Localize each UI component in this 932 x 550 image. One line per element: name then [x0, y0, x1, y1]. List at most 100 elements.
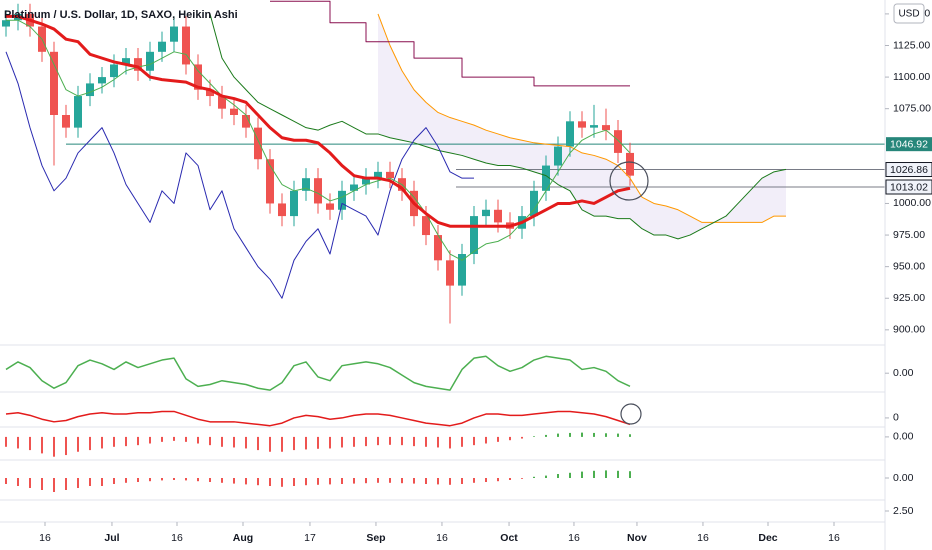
- histogram-bar: [473, 436, 475, 446]
- histogram-bar: [413, 436, 415, 447]
- candle-body: [170, 26, 178, 42]
- histogram-bar: [605, 470, 607, 478]
- histogram-bar: [437, 436, 439, 448]
- histogram-bar: [341, 436, 343, 448]
- indicator-line: [5, 410, 631, 427]
- histogram-bar: [593, 470, 595, 478]
- x-tick-label: 17: [304, 532, 316, 544]
- histogram-bar: [53, 478, 55, 492]
- histogram-bar: [365, 478, 367, 484]
- candle-body: [362, 178, 370, 185]
- candle-body: [482, 209, 490, 217]
- indicator-line: [377, 13, 786, 223]
- histogram-bar: [89, 436, 91, 451]
- histogram-bar: [173, 436, 175, 441]
- candle-body: [110, 64, 118, 78]
- x-tick-label: Dec: [758, 532, 777, 544]
- candle-body: [338, 190, 346, 210]
- price-level-tag: [885, 162, 932, 178]
- y-tick-label: 0: [893, 412, 899, 424]
- histogram-bar: [497, 436, 499, 442]
- x-tick-label: 16: [171, 532, 183, 544]
- x-tick-label: Oct: [500, 532, 518, 544]
- candle-body: [290, 190, 298, 217]
- candle-body: [542, 165, 550, 191]
- y-tick-label: 1075.00: [893, 102, 931, 114]
- indicator-line: [6, 14, 631, 228]
- histogram-bar: [389, 478, 391, 483]
- histogram-bar: [65, 436, 67, 456]
- x-tick-label: 16: [39, 532, 51, 544]
- histogram-bar: [65, 478, 67, 490]
- x-tick-label: Sep: [366, 532, 385, 544]
- histogram-bar: [197, 436, 199, 444]
- candle-body: [218, 96, 226, 109]
- candle-body: [158, 41, 166, 52]
- y-tick-label: 1100.00: [893, 71, 930, 83]
- histogram-bar: [113, 478, 115, 484]
- histogram-bar: [293, 478, 295, 486]
- price-level-label: 1026.86: [890, 164, 928, 176]
- candle-body: [494, 209, 502, 223]
- candle-body: [422, 216, 430, 236]
- histogram-bar: [17, 436, 19, 449]
- histogram-bar: [617, 470, 619, 478]
- histogram-bar: [569, 472, 571, 478]
- candle-body: [134, 58, 142, 71]
- candle-body: [434, 235, 442, 261]
- histogram-bar: [353, 436, 355, 447]
- histogram-bar: [305, 436, 307, 450]
- y-tick-label: 950.00: [893, 260, 925, 272]
- indicator-line: [5, 51, 474, 299]
- histogram-bar: [581, 471, 583, 478]
- currency-label[interactable]: USD: [898, 9, 919, 20]
- histogram-bar: [41, 436, 43, 454]
- candle-body: [590, 125, 598, 128]
- candle-body: [386, 171, 394, 179]
- candle-body: [146, 51, 154, 71]
- histogram-bar: [425, 436, 427, 447]
- x-tick-label: 16: [568, 532, 580, 544]
- currency-button[interactable]: [893, 3, 925, 24]
- y-tick-label: 900.00: [893, 324, 925, 336]
- histogram-bar: [461, 478, 463, 484]
- candle-body: [122, 58, 130, 65]
- x-tick-label: 16: [697, 532, 709, 544]
- histogram-bar: [461, 436, 463, 447]
- histogram-bar: [257, 436, 259, 451]
- histogram-bar: [221, 436, 223, 447]
- histogram-bar: [509, 436, 511, 441]
- price-level-label: 1046.92: [890, 138, 928, 150]
- candle-body: [566, 121, 574, 147]
- price-level-label: 1013.02: [890, 181, 928, 193]
- candle-body: [626, 152, 634, 176]
- histogram-bar: [521, 436, 523, 439]
- indicator-line: [6, 19, 631, 261]
- histogram-bar: [593, 432, 595, 437]
- candle-body: [578, 121, 586, 128]
- y-tick-label: 0.00: [893, 367, 914, 379]
- drawn-circle: [609, 161, 649, 201]
- histogram-bar: [413, 478, 415, 484]
- candle-body: [470, 216, 478, 255]
- candle-body: [2, 20, 10, 27]
- histogram-bar: [245, 436, 247, 449]
- histogram-bar: [317, 478, 319, 485]
- x-tick-label: Aug: [233, 532, 253, 544]
- histogram-bar: [629, 471, 631, 478]
- histogram-bar: [425, 478, 427, 484]
- histogram-bar: [401, 478, 403, 484]
- histogram-bar: [509, 478, 511, 480]
- histogram-bar: [53, 436, 55, 457]
- histogram-bar: [137, 478, 139, 482]
- x-tick-label: 16: [436, 532, 448, 544]
- histogram-bar: [101, 436, 103, 449]
- histogram-bar: [497, 478, 499, 482]
- histogram-bar: [545, 475, 547, 478]
- histogram-bar: [257, 478, 259, 486]
- candle-body: [86, 83, 94, 97]
- candle-body: [554, 146, 562, 166]
- histogram-bar: [557, 433, 559, 437]
- histogram-bar: [5, 436, 7, 447]
- candle-body: [326, 203, 334, 210]
